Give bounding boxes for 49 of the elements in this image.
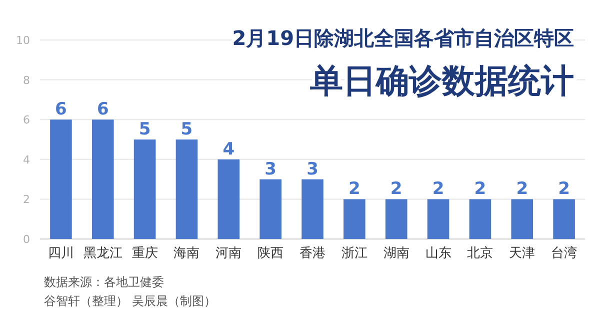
data-label: 2 [558, 179, 570, 200]
bar [344, 199, 366, 239]
y-tick-label: 4 [23, 153, 30, 166]
bar [511, 199, 534, 239]
bar [385, 199, 408, 239]
y-tick-label: 6 [23, 114, 30, 127]
bar [260, 179, 282, 239]
x-tick-label: 天津 [509, 246, 536, 261]
x-tick-label: 湖南 [383, 246, 410, 261]
text: 谷智轩（整理） 吴辰晨（制图） [44, 294, 216, 308]
data-label: 6 [96, 100, 109, 120]
data-label: 4 [222, 139, 235, 160]
data-label: 3 [306, 159, 318, 180]
chart-title: 2月19日除湖北全国各省市自治区特区 [232, 26, 574, 50]
data-label: 2 [348, 179, 360, 200]
bar [50, 120, 72, 239]
bar [427, 199, 450, 239]
bar [176, 140, 198, 239]
x-tick-label: 海南 [174, 246, 200, 261]
data-label: 6 [55, 100, 67, 120]
y-tick-label: 2 [23, 193, 30, 206]
data-label: 2 [516, 179, 528, 200]
x-tick-label: 四川 [48, 246, 74, 261]
data-label: 2 [474, 179, 486, 200]
bar [553, 199, 575, 239]
x-tick-label: 陕西 [258, 246, 284, 261]
bar [469, 199, 492, 239]
x-tick-label: 黑龙江 [83, 246, 122, 261]
source-note: 数据来源：各地卫健委 [44, 275, 164, 289]
x-tick-label: 浙江 [341, 246, 368, 261]
x-tick-label: 香港 [300, 246, 326, 261]
bar [92, 120, 114, 239]
y-tick-label: 10 [16, 34, 30, 47]
bar [218, 159, 240, 239]
y-tick-label: 8 [23, 74, 30, 87]
x-tick-label: 重庆 [132, 246, 158, 261]
y-tick-label: 0 [23, 233, 30, 246]
bar [302, 179, 324, 239]
data-label: 5 [180, 120, 193, 140]
x-tick-label: 河南 [216, 246, 242, 261]
data-label: 2 [432, 179, 444, 200]
data-label: 5 [138, 120, 151, 140]
x-tick-label: 北京 [467, 246, 494, 261]
x-tick-label: 台湾 [551, 245, 578, 261]
bar [134, 140, 156, 239]
x-tick-label: 山东 [425, 246, 452, 261]
data-label: 3 [264, 159, 276, 180]
text: 单日确诊数据统计 [309, 61, 574, 100]
data-label: 2 [390, 179, 402, 200]
